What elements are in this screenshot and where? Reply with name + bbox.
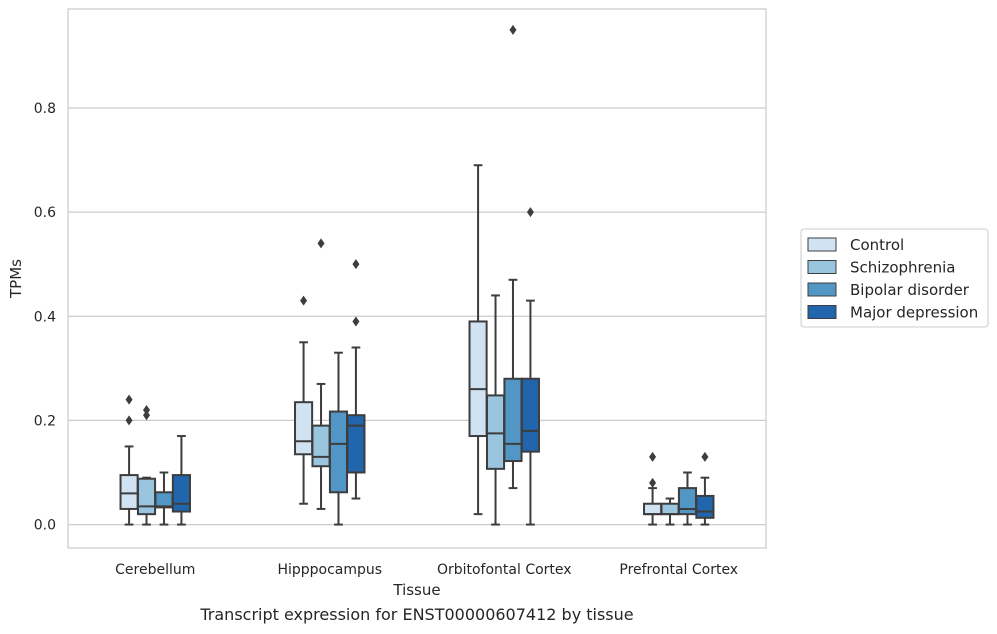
box-iqr: [520, 377, 540, 453]
box-iqr: [136, 477, 157, 516]
legend-swatch: [807, 305, 837, 319]
legend-label: Schizophrenia: [850, 259, 955, 277]
y-tick-label: 0.4: [34, 309, 56, 325]
box-2-4: [346, 259, 366, 500]
box-iqr: [677, 487, 698, 516]
legend: Control Schizophrenia Bipolar disorder Majo…: [800, 228, 989, 328]
box-iqr: [468, 320, 488, 438]
box-4-3: [677, 471, 698, 526]
legend-item: Major depression: [807, 304, 978, 322]
legend-swatch: [807, 282, 837, 297]
box-4-1: [643, 451, 663, 526]
x-tick-label: Hipppocampus: [277, 562, 382, 578]
x-tick-label: Cerebellum: [115, 562, 195, 578]
box-iqr: [328, 410, 349, 494]
legend-label: Bipolar disorder: [850, 281, 970, 299]
box-iqr: [643, 502, 663, 516]
outlier-marker: [649, 477, 657, 488]
box-iqr: [311, 424, 331, 468]
box-3-3: [503, 24, 523, 490]
outlier-marker: [701, 451, 709, 462]
y-axis-label: TPMs: [7, 259, 25, 299]
plot-frame: [67, 8, 767, 549]
box-iqr: [294, 401, 314, 456]
box-plots: [119, 24, 715, 526]
x-tick-label: Orbitofontal Cortex: [437, 562, 572, 578]
box-2-2: [311, 238, 331, 510]
box-3-2: [485, 294, 506, 526]
box-iqr: [171, 474, 191, 513]
box-1-2: [136, 404, 157, 526]
box-3-1: [468, 164, 488, 516]
box-1-4: [171, 435, 191, 526]
y-tick-label: 0.6: [34, 205, 56, 221]
box-2-1: [294, 295, 314, 505]
box-1-1: [119, 394, 139, 526]
y-tick-label: 0.0: [34, 518, 56, 534]
y-tick-label: 0.8: [34, 101, 56, 117]
outlier-marker: [125, 415, 133, 426]
outlier-marker: [143, 410, 151, 421]
x-axis-label: Tissue: [392, 581, 440, 599]
box-iqr: [154, 491, 174, 509]
box-iqr: [119, 474, 139, 510]
outlier-marker: [526, 207, 534, 218]
box-iqr: [695, 494, 715, 519]
outlier-marker: [649, 451, 657, 462]
legend-frame: [800, 228, 989, 328]
grid-lines: [68, 107, 766, 526]
outlier-marker: [300, 295, 308, 306]
outlier-marker: [125, 394, 133, 405]
box-1-3: [154, 471, 174, 526]
figure-caption: Transcript expression for ENST0000060741…: [200, 605, 634, 624]
legend-item: Schizophrenia: [807, 259, 955, 277]
box-iqr: [660, 502, 680, 516]
box-3-4: [520, 207, 540, 526]
x-tick-label: Prefrontal Cortex: [619, 562, 738, 578]
x-tick-labels: Cerebellum Hipppocampus Orbitofontal Corte…: [115, 562, 738, 578]
outlier-marker: [143, 404, 151, 415]
outlier-marker: [509, 24, 517, 35]
y-tick-labels: 0.0 0.2 0.4 0.6 0.8: [34, 101, 56, 534]
box-2-3: [328, 351, 349, 526]
outlier-marker: [317, 238, 325, 249]
legend-item: Bipolar disorder: [807, 281, 970, 299]
legend-swatch: [807, 260, 837, 274]
legend-item: Control: [807, 236, 904, 254]
outlier-marker: [352, 259, 360, 270]
box-4-2: [660, 497, 680, 526]
y-tick-label: 0.2: [34, 413, 56, 429]
legend-swatch: [807, 237, 837, 252]
legend-label: Control: [850, 236, 904, 254]
outlier-marker: [352, 316, 360, 327]
box-4-4: [695, 451, 715, 526]
box-iqr: [503, 377, 523, 463]
box-iqr: [346, 414, 366, 474]
box-iqr: [485, 394, 506, 470]
legend-label: Major depression: [850, 304, 978, 322]
